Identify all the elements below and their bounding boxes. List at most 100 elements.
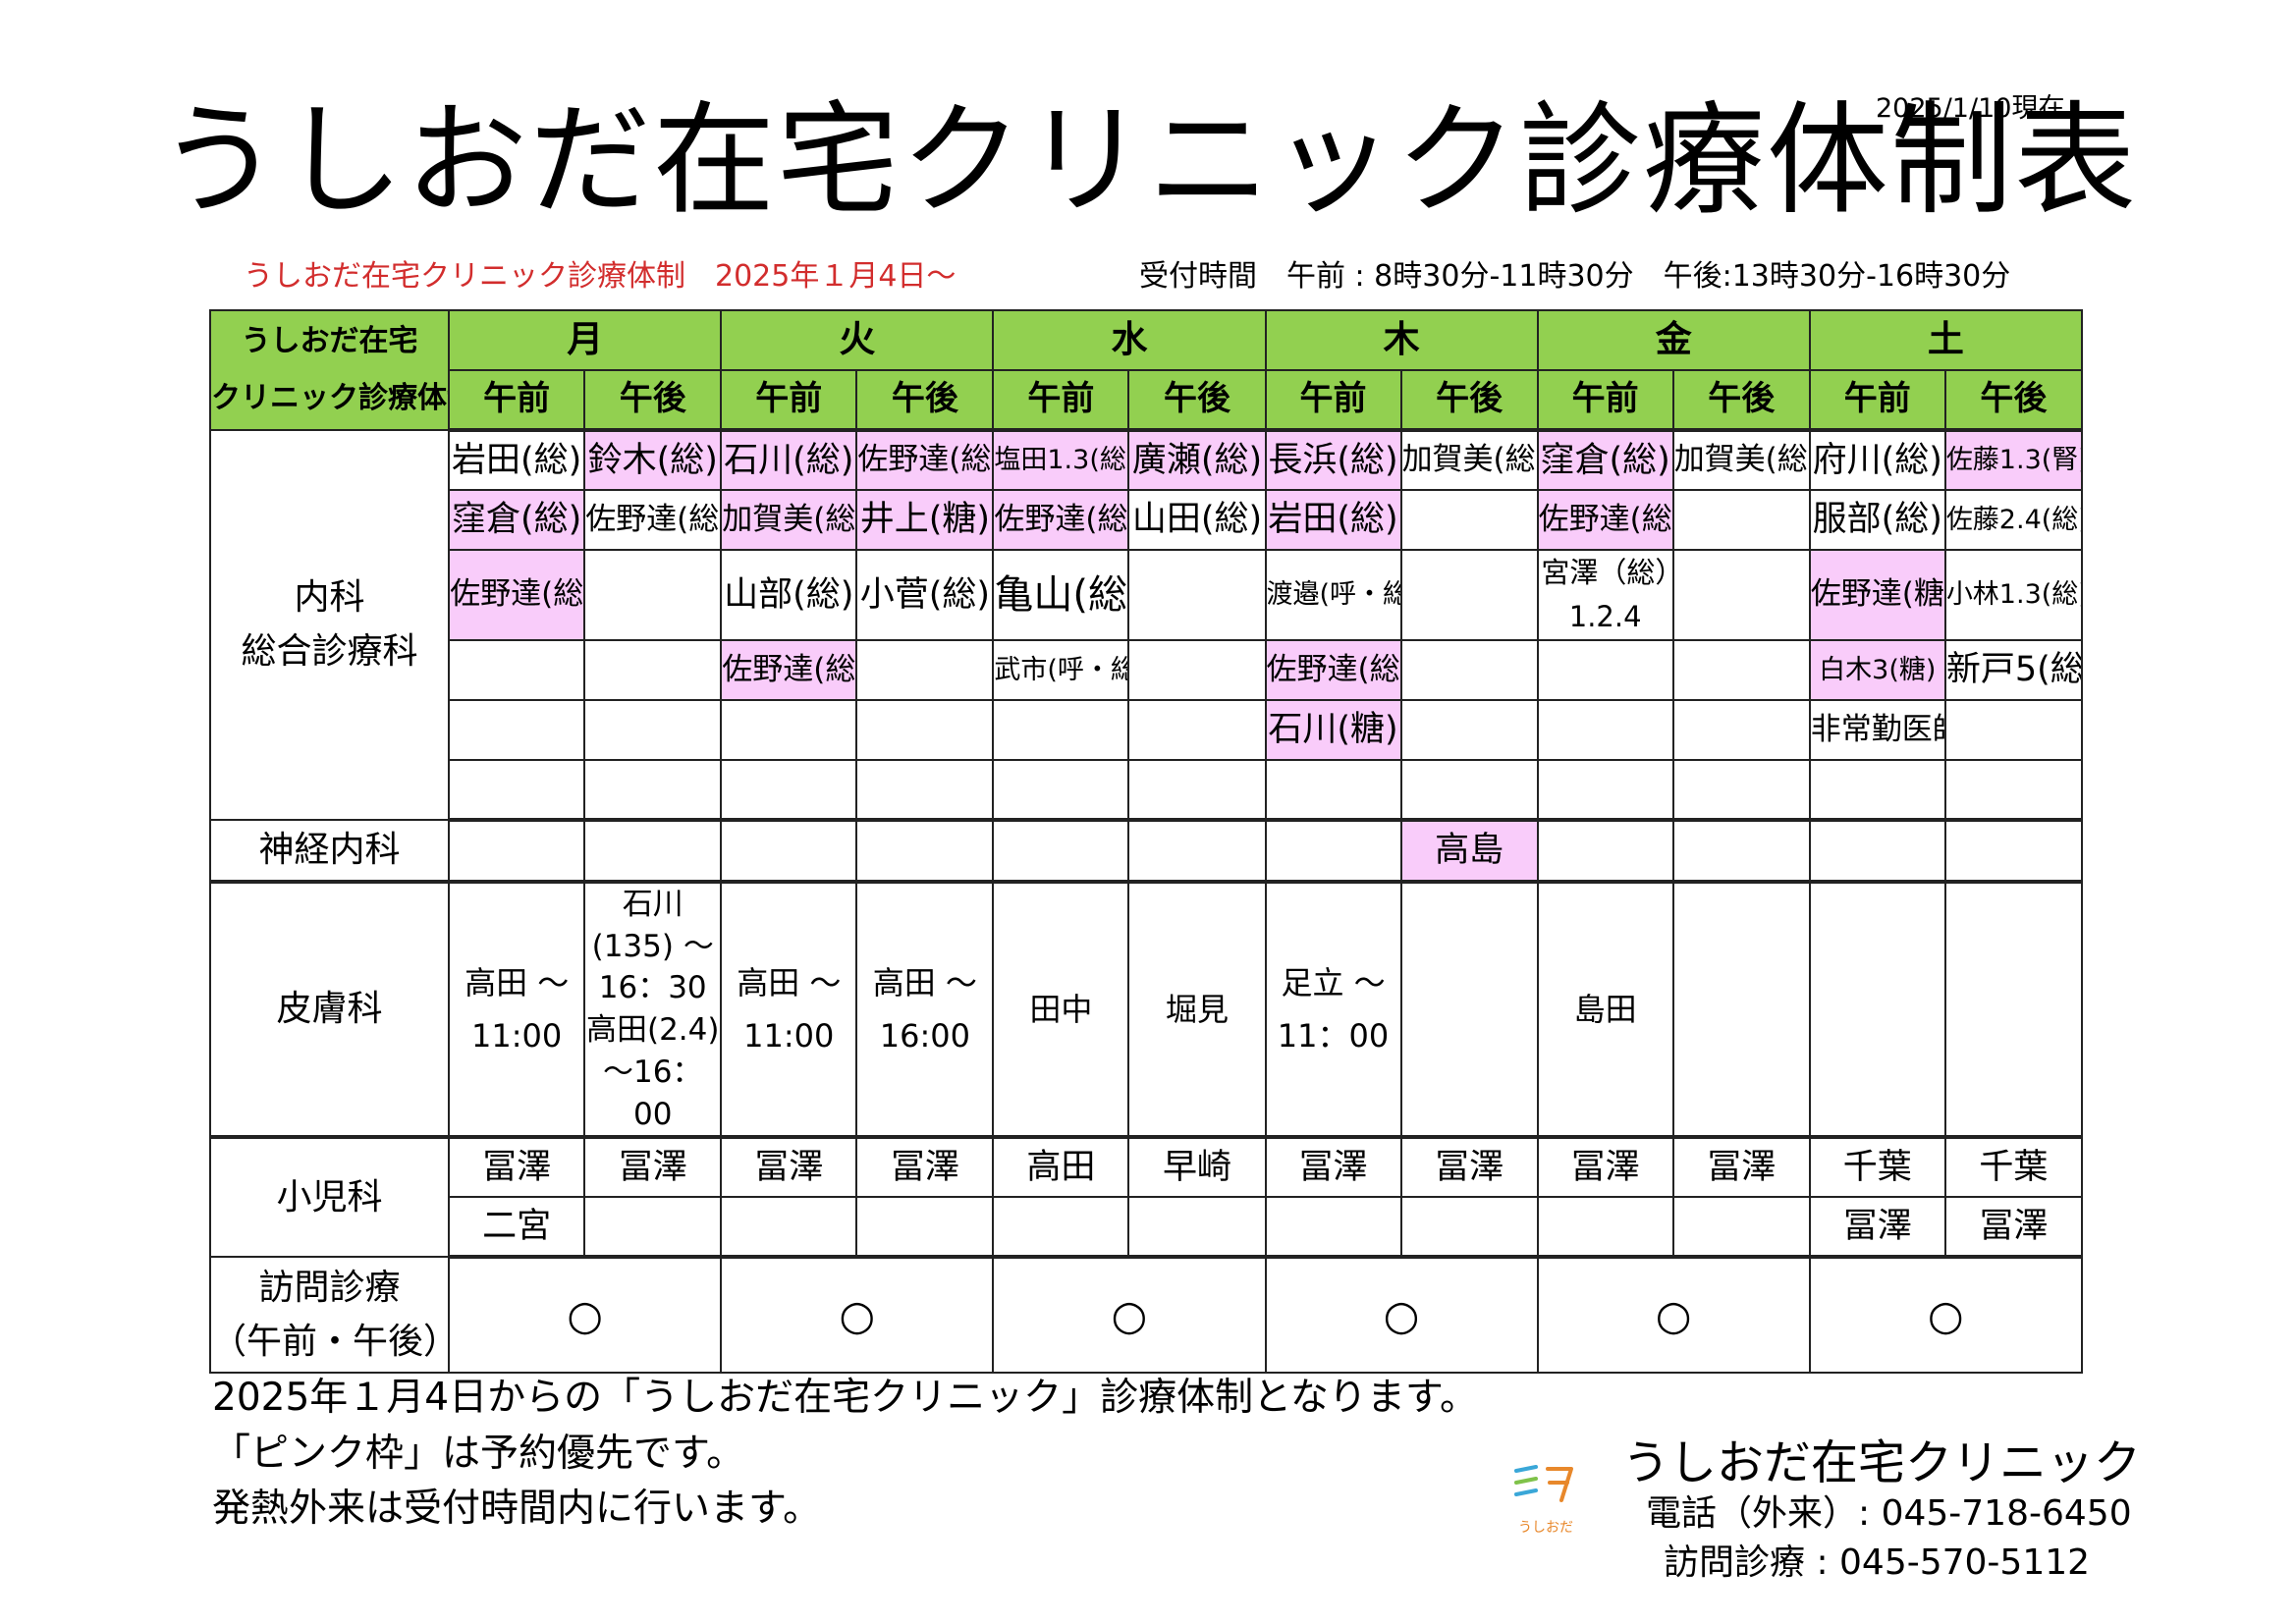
schedule-cell xyxy=(583,698,723,761)
schedule-cell: 田中 xyxy=(992,880,1130,1140)
schedule-cell: 冨澤 xyxy=(583,1136,723,1199)
schedule-cell xyxy=(1536,698,1674,761)
clinic-name: うしおだ在宅クリニック xyxy=(1622,1435,2142,1490)
dept-home-visit-label: 訪問診療 xyxy=(258,1267,401,1308)
schedule-cell xyxy=(448,818,586,884)
schedule-cell: 高田 ～11:00 xyxy=(720,880,858,1140)
tel-outpatient: 電話（外来）: 045-718-6450 xyxy=(1646,1493,2132,1534)
shift-pm: 午後 xyxy=(1943,369,2084,432)
schedule-cell: 早崎 xyxy=(1127,1136,1267,1199)
schedule-cell: 足立 ～11：00 xyxy=(1264,880,1402,1140)
schedule-cell xyxy=(855,758,995,822)
visit-mark-mon: ○ xyxy=(448,1256,723,1375)
shift-pm: 午後 xyxy=(1671,369,1811,432)
schedule-cell: 山部(総) xyxy=(720,549,858,641)
schedule-cell: 冨澤 xyxy=(1264,1136,1402,1199)
schedule-cell xyxy=(1671,698,1811,761)
schedule-cell: 冨澤 xyxy=(1536,1136,1674,1199)
day-mon: 月 xyxy=(448,309,723,371)
schedule-cell: 佐野達(総) xyxy=(583,489,723,551)
schedule-cell: 加賀美(総) xyxy=(1399,429,1539,491)
schedule-cell xyxy=(992,1196,1130,1260)
dept-general-label: 総合診療科 xyxy=(241,631,418,673)
dept-home-visit: 訪問診療 （午前・午後） xyxy=(208,1256,451,1375)
note-line: 発熱外来は受付時間内に行います。 xyxy=(212,1487,822,1532)
schedule-cell xyxy=(1399,698,1539,761)
schedule-cell xyxy=(1399,880,1539,1140)
schedule-cell xyxy=(992,698,1130,761)
schedule-cell: 堀見 xyxy=(1127,880,1267,1140)
schedule-cell xyxy=(1399,1196,1539,1260)
logo-caption: うしおだ xyxy=(1518,1520,1573,1536)
schedule-cell xyxy=(583,549,723,641)
schedule-cell xyxy=(583,1196,723,1260)
schedule-cell xyxy=(1127,638,1267,701)
schedule-cell: 石川(糖) xyxy=(1264,698,1402,761)
schedule-cell: 佐野達(総) xyxy=(720,638,858,701)
corner-line-2: クリニック診療体制 xyxy=(211,381,447,415)
schedule-cell: 窪倉(総) xyxy=(448,489,586,551)
schedule-cell: 岩田(総) xyxy=(1264,489,1402,551)
schedule-cell: 二宮 xyxy=(448,1196,586,1260)
schedule-cell: 千葉 xyxy=(1808,1136,1946,1199)
schedule-cell xyxy=(1536,758,1674,822)
schedule-cell xyxy=(720,818,858,884)
corner-line-1: うしおだ在宅 xyxy=(241,323,418,358)
schedule-cell xyxy=(1399,549,1539,641)
dept-dermatology: 皮膚科 xyxy=(208,880,451,1140)
schedule-cell xyxy=(855,638,995,701)
schedule-cell: 鈴木(総) xyxy=(583,429,723,491)
schedule-cell: 新戸5(総) xyxy=(1943,638,2084,701)
schedule-cell xyxy=(1808,880,1946,1140)
schedule-cell xyxy=(1808,818,1946,884)
shift-am: 午前 xyxy=(1536,369,1674,432)
schedule-cell xyxy=(1808,758,1946,822)
reception-hours: 受付時間 午前 : 8時30分-11時30分 午後:13時30分-16時30分 xyxy=(1139,259,2011,294)
day-fri: 金 xyxy=(1536,309,1811,371)
schedule-cell: 高田 ～11:00 xyxy=(448,880,586,1140)
schedule-cell xyxy=(1671,549,1811,641)
schedule-cell: 高田 xyxy=(992,1136,1130,1199)
dept-neurology: 神経内科 xyxy=(208,818,451,884)
schedule-cell xyxy=(1536,818,1674,884)
schedule-cell: 佐野達(総) xyxy=(992,489,1130,551)
schedule-cell xyxy=(583,818,723,884)
schedule-cell xyxy=(720,698,858,761)
dept-internal: 内科 総合診療科 xyxy=(208,429,451,821)
visit-mark-wed: ○ xyxy=(992,1256,1267,1375)
schedule-cell: 冨澤 xyxy=(1671,1136,1811,1199)
schedule-cell xyxy=(448,698,586,761)
schedule-cell xyxy=(1671,489,1811,551)
note-line: 「ピンク枠」は予約優先です。 xyxy=(212,1431,745,1476)
as-of-date: 2025/1/10現在 xyxy=(1876,93,2065,124)
schedule-cell: 石川(135) ～16：30 高田(2.4) ～16：00 xyxy=(583,880,723,1140)
schedule-table: うしおだ在宅 クリニック診療体制 月 火 水 木 金 土 午前 午後 午前 午後… xyxy=(208,309,2084,1375)
page-title: うしおだ在宅クリニック診療体制表 xyxy=(157,90,2138,232)
schedule-cell: 塩田1.3(総) xyxy=(992,429,1130,491)
shift-pm: 午後 xyxy=(583,369,723,432)
dept-pediatrics: 小児科 xyxy=(208,1136,451,1259)
schedule-cell: 窪倉(総) xyxy=(1536,429,1674,491)
schedule-cell: 冨澤 xyxy=(855,1136,995,1199)
visit-mark-fri: ○ xyxy=(1536,1256,1811,1375)
schedule-cell: 渡邉(呼・総) xyxy=(1264,549,1402,641)
shift-am: 午前 xyxy=(448,369,586,432)
schedule-cell xyxy=(1943,758,2084,822)
schedule-cell xyxy=(1127,549,1267,641)
schedule-cell xyxy=(1264,758,1402,822)
table-corner-header: うしおだ在宅 クリニック診療体制 xyxy=(208,309,451,431)
schedule-cell xyxy=(720,758,858,822)
shift-am: 午前 xyxy=(720,369,858,432)
schedule-cell xyxy=(1399,489,1539,551)
schedule-cell xyxy=(1127,818,1267,884)
schedule-cell: 佐野達(糖) xyxy=(1808,549,1946,641)
visit-mark-sat: ○ xyxy=(1808,1256,2084,1375)
tel-home-visit: 訪問診療 : 045-570-5112 xyxy=(1664,1542,2091,1583)
schedule-cell xyxy=(1943,698,2084,761)
schedule-cell: 長浜(総) xyxy=(1264,429,1402,491)
schedule-cell: 千葉 xyxy=(1943,1136,2084,1199)
clinic-logo: うしおだ xyxy=(1514,1465,1573,1536)
schedule-cell xyxy=(1671,818,1811,884)
schedule-cell xyxy=(855,1196,995,1260)
schedule-cell xyxy=(583,758,723,822)
